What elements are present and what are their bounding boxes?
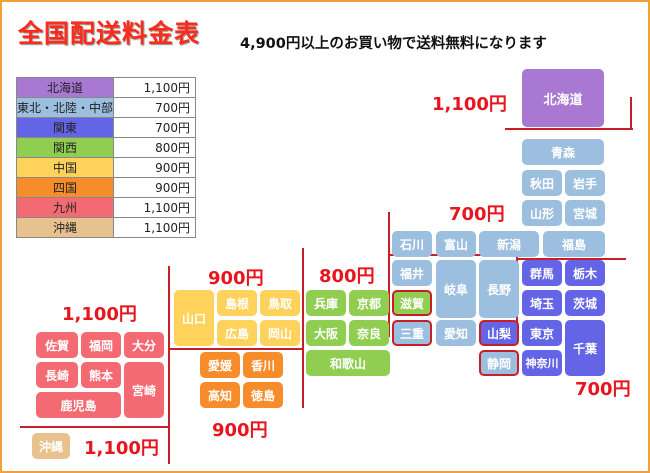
pref-nagano: 長野 bbox=[479, 260, 519, 318]
rate-region-cell: 関西 bbox=[16, 137, 114, 158]
rate-region-cell: 中国 bbox=[16, 157, 114, 178]
pref-chiba: 千葉 bbox=[565, 320, 605, 376]
rate-price-cell: 900円 bbox=[113, 157, 196, 178]
pref-wakayama: 和歌山 bbox=[306, 350, 390, 376]
pref-tochigi: 栃木 bbox=[565, 260, 605, 286]
kansai-price-label: 800円 bbox=[319, 266, 375, 287]
pref-fukuoka: 福岡 bbox=[81, 332, 121, 358]
pref-toyama: 富山 bbox=[436, 231, 476, 257]
rate-row: 九州 1,100円 bbox=[16, 197, 196, 218]
pref-hiroshima: 広島 bbox=[217, 320, 257, 346]
rate-price-cell: 900円 bbox=[113, 177, 196, 198]
pref-miyagi: 宮城 bbox=[565, 200, 605, 226]
rate-row: 関東 700円 bbox=[16, 117, 196, 138]
pref-fukui: 福井 bbox=[392, 260, 432, 286]
pref-ehime: 愛媛 bbox=[200, 352, 240, 378]
pref-shizuoka: 静岡 bbox=[479, 350, 519, 376]
divider-line bbox=[388, 212, 390, 337]
pref-kumamoto: 熊本 bbox=[81, 362, 121, 388]
divider-line bbox=[20, 426, 170, 428]
pref-gifu: 岐阜 bbox=[436, 260, 476, 318]
pref-kagawa: 香川 bbox=[243, 352, 283, 378]
pref-okayama: 岡山 bbox=[260, 320, 300, 346]
pref-yamanashi: 山梨 bbox=[479, 320, 519, 346]
page-title: 全国配送料金表 bbox=[18, 19, 201, 48]
tohoku-chubu-price-label: 700円 bbox=[449, 204, 505, 225]
pref-ibaraki: 茨城 bbox=[565, 290, 605, 316]
pref-miyazaki: 宮崎 bbox=[124, 362, 164, 418]
pref-saitama: 埼玉 bbox=[522, 290, 562, 316]
divider-line bbox=[630, 97, 632, 130]
rate-row: 四国 900円 bbox=[16, 177, 196, 198]
rate-row: 関西 800円 bbox=[16, 137, 196, 158]
chugoku-price-label: 900円 bbox=[208, 268, 264, 289]
rate-row: 中国 900円 bbox=[16, 157, 196, 178]
pref-nara: 奈良 bbox=[349, 320, 389, 346]
pref-oita: 大分 bbox=[124, 332, 164, 358]
rate-price-cell: 1,100円 bbox=[113, 217, 196, 238]
pref-ishikawa: 石川 bbox=[392, 231, 432, 257]
pref-akita: 秋田 bbox=[522, 170, 562, 196]
pref-aomori: 青森 bbox=[522, 139, 604, 165]
hokkaido-price-label: 1,100円 bbox=[432, 94, 507, 115]
pref-shiga: 滋賀 bbox=[392, 290, 432, 316]
pref-kochi: 高知 bbox=[200, 382, 240, 408]
rate-price-cell: 1,100円 bbox=[113, 77, 196, 98]
divider-line bbox=[505, 128, 633, 130]
kanto-price-label: 700円 bbox=[575, 379, 631, 400]
rate-price-cell: 1,100円 bbox=[113, 197, 196, 218]
pref-tottori: 鳥取 bbox=[260, 290, 300, 316]
pref-aichi: 愛知 bbox=[436, 320, 476, 346]
pref-tokushima: 徳島 bbox=[243, 382, 283, 408]
pref-shimane: 島根 bbox=[217, 290, 257, 316]
rate-region-cell: 東北・北陸・中部 bbox=[16, 97, 114, 118]
pref-hyogo: 兵庫 bbox=[306, 290, 346, 316]
pref-kyoto: 京都 bbox=[349, 290, 389, 316]
rate-row: 沖縄 1,100円 bbox=[16, 217, 196, 238]
divider-line bbox=[518, 258, 626, 260]
rate-region-cell: 九州 bbox=[16, 197, 114, 218]
rate-table: 北海道 1,100円 東北・北陸・中部 700円 関東 700円 関西 800円 中国 900円四… bbox=[16, 77, 196, 238]
divider-line bbox=[302, 248, 304, 408]
pref-kagoshima: 鹿児島 bbox=[36, 392, 121, 418]
pref-kanagawa: 神奈川 bbox=[522, 350, 562, 376]
rate-region-cell: 関東 bbox=[16, 117, 114, 138]
rate-region-cell: 四国 bbox=[16, 177, 114, 198]
shikoku-price-label: 900円 bbox=[212, 420, 268, 441]
pref-yamaguchi: 山口 bbox=[174, 290, 214, 346]
divider-line bbox=[168, 266, 170, 464]
rate-price-cell: 800円 bbox=[113, 137, 196, 158]
pref-mie: 三重 bbox=[392, 320, 432, 346]
rate-price-cell: 700円 bbox=[113, 97, 196, 118]
pref-saga: 佐賀 bbox=[36, 332, 78, 358]
divider-line bbox=[168, 348, 302, 350]
pref-niigata: 新潟 bbox=[479, 231, 539, 257]
kyushu-price-label: 1,100円 bbox=[62, 304, 137, 325]
pref-iwate: 岩手 bbox=[565, 170, 605, 196]
pref-nagasaki: 長崎 bbox=[36, 362, 78, 388]
pref-tokyo: 東京 bbox=[522, 320, 562, 346]
pref-osaka: 大阪 bbox=[306, 320, 346, 346]
free-shipping-notice: 4,900円以上のお買い物で送料無料になります bbox=[240, 36, 547, 52]
pref-gunma: 群馬 bbox=[522, 260, 562, 286]
pref-hokkaido: 北海道 bbox=[522, 69, 604, 127]
rate-row: 北海道 1,100円 bbox=[16, 77, 196, 98]
okinawa-price-label: 1,100円 bbox=[84, 438, 159, 459]
pref-okinawa: 沖縄 bbox=[32, 433, 70, 459]
pref-fukushima: 福島 bbox=[543, 231, 605, 257]
rate-row: 東北・北陸・中部 700円 bbox=[16, 97, 196, 118]
pref-yamagata: 山形 bbox=[522, 200, 562, 226]
rate-region-cell: 沖縄 bbox=[16, 217, 114, 238]
rate-price-cell: 700円 bbox=[113, 117, 196, 138]
rate-region-cell: 北海道 bbox=[16, 77, 114, 98]
